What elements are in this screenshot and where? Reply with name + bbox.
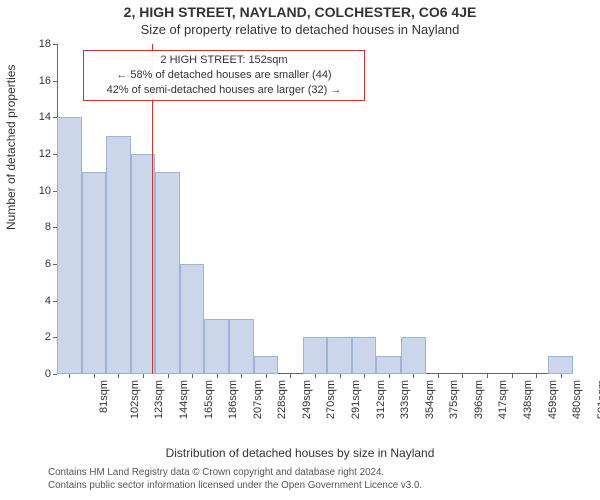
- x-tick: [118, 374, 119, 378]
- histogram-bar: [204, 319, 229, 374]
- x-tick-label: 207sqm: [252, 380, 264, 419]
- x-tick-label: 186sqm: [227, 380, 239, 419]
- x-tick-label: 123sqm: [154, 380, 166, 419]
- histogram-bar: [57, 117, 82, 374]
- x-tick-label: 459sqm: [547, 380, 559, 419]
- x-tick: [241, 374, 242, 378]
- x-tick: [290, 374, 291, 378]
- attribution-line-1: Contains HM Land Registry data © Crown c…: [48, 467, 422, 480]
- y-tick: [53, 374, 57, 375]
- page-subtitle: Size of property relative to detached ho…: [0, 22, 600, 37]
- x-tick: [143, 374, 144, 378]
- x-tick-label: 81sqm: [98, 380, 110, 413]
- y-tick: [53, 81, 57, 82]
- histogram-bar: [401, 337, 426, 374]
- x-tick: [389, 374, 390, 378]
- y-tick-label: 18: [39, 38, 51, 50]
- x-tick-label: 102sqm: [129, 380, 141, 419]
- x-tick: [438, 374, 439, 378]
- x-tick-label: 501sqm: [596, 380, 600, 419]
- y-tick-label: 12: [39, 148, 51, 160]
- attribution: Contains HM Land Registry data © Crown c…: [48, 467, 422, 492]
- x-tick: [340, 374, 341, 378]
- histogram-bar: [229, 319, 254, 374]
- y-tick-label: 6: [45, 258, 51, 270]
- histogram-bar: [303, 337, 328, 374]
- histogram-bar: [82, 172, 107, 374]
- annotation-line-2: ← 58% of detached houses are smaller (44…: [90, 68, 358, 83]
- y-tick-label: 14: [39, 111, 51, 123]
- page-title: 2, HIGH STREET, NAYLAND, COLCHESTER, CO6…: [0, 4, 600, 20]
- y-axis-label: Number of detached properties: [4, 65, 18, 230]
- x-tick-label: 333sqm: [399, 380, 411, 419]
- y-tick-label: 10: [39, 185, 51, 197]
- x-tick-label: 480sqm: [571, 380, 583, 419]
- x-tick: [266, 374, 267, 378]
- x-tick: [561, 374, 562, 378]
- x-tick-label: 249sqm: [301, 380, 313, 419]
- histogram-bar: [254, 356, 279, 374]
- histogram-bar: [376, 356, 401, 374]
- annotation-line-1: 2 HIGH STREET: 152sqm: [90, 53, 358, 68]
- x-tick-label: 312sqm: [375, 380, 387, 419]
- x-tick: [364, 374, 365, 378]
- annotation-line-3: 42% of semi-detached houses are larger (…: [90, 83, 358, 98]
- x-tick-label: 270sqm: [326, 380, 338, 419]
- histogram-bar: [327, 337, 352, 374]
- x-tick: [315, 374, 316, 378]
- y-tick-label: 0: [45, 368, 51, 380]
- attribution-line-2: Contains public sector information licen…: [48, 480, 422, 493]
- x-tick-label: 375sqm: [448, 380, 460, 419]
- x-tick: [94, 374, 95, 378]
- y-tick: [53, 44, 57, 45]
- y-tick-label: 4: [45, 295, 51, 307]
- x-tick: [168, 374, 169, 378]
- chart-container: 2, HIGH STREET, NAYLAND, COLCHESTER, CO6…: [0, 0, 600, 500]
- x-tick-label: 396sqm: [473, 380, 485, 419]
- histogram-bar: [548, 356, 573, 374]
- x-tick-label: 417sqm: [498, 380, 510, 419]
- plot-area: 02468101214161881sqm102sqm123sqm144sqm16…: [57, 44, 573, 374]
- x-tick: [536, 374, 537, 378]
- x-tick-label: 291sqm: [350, 380, 362, 419]
- histogram-bar: [155, 172, 180, 374]
- y-tick-label: 2: [45, 331, 51, 343]
- x-tick-label: 354sqm: [424, 380, 436, 419]
- x-tick-label: 228sqm: [276, 380, 288, 419]
- histogram-bar: [352, 337, 377, 374]
- x-tick: [192, 374, 193, 378]
- annotation-box: 2 HIGH STREET: 152sqm← 58% of detached h…: [83, 50, 365, 101]
- y-tick-label: 16: [39, 75, 51, 87]
- y-tick-label: 8: [45, 221, 51, 233]
- x-tick: [487, 374, 488, 378]
- x-tick: [69, 374, 70, 378]
- x-tick-label: 165sqm: [203, 380, 215, 419]
- x-tick: [413, 374, 414, 378]
- x-tick: [217, 374, 218, 378]
- histogram-bar: [106, 136, 131, 374]
- x-axis-label: Distribution of detached houses by size …: [0, 446, 600, 460]
- x-tick-label: 438sqm: [522, 380, 534, 419]
- x-tick: [462, 374, 463, 378]
- x-tick-label: 144sqm: [178, 380, 190, 419]
- x-tick: [512, 374, 513, 378]
- histogram-bar: [180, 264, 205, 374]
